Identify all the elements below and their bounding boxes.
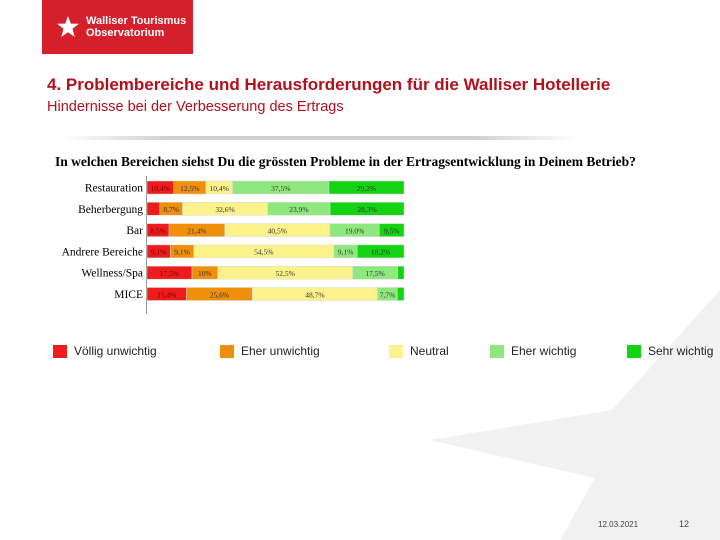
data-label: 9,1% bbox=[174, 248, 190, 257]
legend-swatch bbox=[389, 344, 403, 358]
data-label: 21,4% bbox=[187, 226, 206, 235]
footer-date: 12.03.2021 bbox=[598, 520, 639, 529]
data-label: 37,5% bbox=[271, 184, 290, 193]
data-label: 10% bbox=[198, 269, 212, 278]
category-label: MICE bbox=[114, 289, 143, 301]
brand-logo: Walliser Tourismus Observatorium bbox=[42, 0, 193, 54]
bar-segment bbox=[146, 202, 161, 216]
bar-segment bbox=[397, 287, 405, 301]
legend-swatch bbox=[490, 344, 504, 358]
data-label: 32,6% bbox=[215, 205, 234, 214]
data-label: 8,5% bbox=[150, 226, 166, 235]
category-label: Wellness/Spa bbox=[81, 268, 143, 280]
legend-swatch bbox=[220, 344, 234, 358]
legend-item-voellig-unwichtig: Völlig unwichtig bbox=[53, 344, 157, 358]
legend-item-eher-wichtig: Eher wichtig bbox=[490, 344, 576, 358]
data-label: 25,6% bbox=[210, 290, 229, 299]
page-title: 4. Problembereiche und Herausforderungen… bbox=[47, 75, 611, 94]
legend-label: Eher unwichtig bbox=[241, 344, 320, 358]
data-label: 23,9% bbox=[289, 205, 308, 214]
page-subtitle: Hindernisse bei der Verbesserung des Ert… bbox=[47, 99, 344, 115]
data-label: 29,2% bbox=[357, 184, 376, 193]
data-label: 28,3% bbox=[357, 205, 376, 214]
logo-line-2: Observatorium bbox=[86, 27, 165, 39]
data-label: 18,2% bbox=[371, 248, 390, 257]
bar-segment bbox=[356, 244, 405, 259]
chart-title: In welchen Bereichen siehst Du die gröss… bbox=[55, 154, 636, 169]
legend-item-sehr-wichtig: Sehr wichtig bbox=[627, 344, 713, 358]
data-label: 17,5% bbox=[160, 269, 179, 278]
data-label: 15,4% bbox=[157, 290, 176, 299]
data-label: 8,7% bbox=[163, 205, 179, 214]
data-label: 9,1% bbox=[151, 248, 167, 257]
data-label: 12,5% bbox=[180, 184, 199, 193]
data-label: 7,7% bbox=[380, 290, 396, 299]
category-label: Bar bbox=[126, 225, 143, 237]
bar-segment bbox=[328, 180, 405, 195]
legend-swatch bbox=[627, 344, 641, 358]
category-label: Beherbergung bbox=[78, 204, 143, 216]
legend-label: Eher wichtig bbox=[511, 344, 577, 358]
data-label: 40,5% bbox=[268, 226, 287, 235]
logo-line-1: Walliser Tourismus bbox=[86, 15, 187, 27]
data-label: 10,4% bbox=[151, 184, 170, 193]
data-label: 48,7% bbox=[305, 290, 324, 299]
page-number: 12 bbox=[679, 519, 690, 529]
legend-item-eher-unwichtig: Eher unwichtig bbox=[220, 344, 320, 358]
data-label: 17,5% bbox=[365, 269, 384, 278]
legend-label: Sehr wichtig bbox=[648, 344, 714, 358]
data-label: 19,0% bbox=[345, 226, 364, 235]
title-divider bbox=[60, 136, 580, 140]
bar-segment bbox=[397, 265, 405, 280]
bar-segment bbox=[379, 223, 405, 237]
data-label: 54,5% bbox=[254, 248, 273, 257]
data-label: 52,5% bbox=[275, 269, 294, 278]
legend-label: Völlig unwichtig bbox=[74, 344, 157, 358]
data-label: 10,4% bbox=[210, 184, 229, 193]
data-label: 9,5% bbox=[384, 226, 400, 235]
legend-swatch bbox=[53, 344, 67, 358]
category-label: Restauration bbox=[85, 183, 143, 195]
category-label: Andrere Bereiche bbox=[62, 246, 143, 258]
legend-item-neutral: Neutral bbox=[389, 344, 449, 358]
bar-segment bbox=[329, 202, 405, 216]
data-label: 9,1% bbox=[338, 248, 354, 257]
star-icon bbox=[57, 16, 79, 37]
legend-label: Neutral bbox=[410, 344, 449, 358]
